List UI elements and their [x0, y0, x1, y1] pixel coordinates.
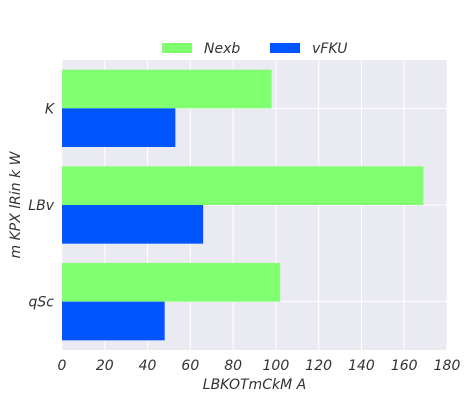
x-axis-label: LBKOTmCkM A — [203, 377, 306, 393]
x-tick-label: 140 — [348, 358, 375, 374]
bar-nexb-k — [62, 69, 272, 109]
bar-vfku-lbv — [62, 205, 204, 244]
y-axis-ticks: K LBv qSc — [28, 101, 56, 310]
x-tick-label: 100 — [263, 358, 290, 374]
x-tick-label: 60 — [181, 358, 199, 374]
x-tick-label: 40 — [139, 358, 157, 374]
legend-label-nexb: Nexb — [204, 41, 240, 57]
bars — [62, 69, 424, 341]
bar-nexb-qsc — [62, 263, 281, 302]
x-tick-label: 180 — [434, 358, 461, 374]
bar-vfku-k — [62, 108, 176, 147]
x-tick-label: 0 — [58, 358, 67, 374]
y-tick-label: qSc — [29, 295, 55, 311]
legend-swatch-nexb — [162, 43, 192, 53]
y-axis-label: m KPX lRin k W — [8, 150, 24, 258]
x-tick-label: 80 — [224, 358, 242, 374]
x-tick-label: 160 — [391, 358, 418, 374]
x-axis-ticks: 0 20 40 60 80 100 120 140 160 180 — [58, 358, 461, 374]
x-tick-label: 120 — [305, 358, 332, 374]
x-tick-label: 20 — [96, 358, 114, 374]
y-tick-label: LBv — [28, 198, 54, 214]
legend-swatch-vfku — [270, 43, 300, 53]
legend: Nexb vFKU — [162, 41, 348, 57]
bar-nexb-lbv — [62, 166, 424, 205]
legend-label-vfku: vFKU — [312, 41, 348, 57]
y-tick-label: K — [45, 101, 56, 117]
bar-vfku-qsc — [62, 301, 165, 341]
